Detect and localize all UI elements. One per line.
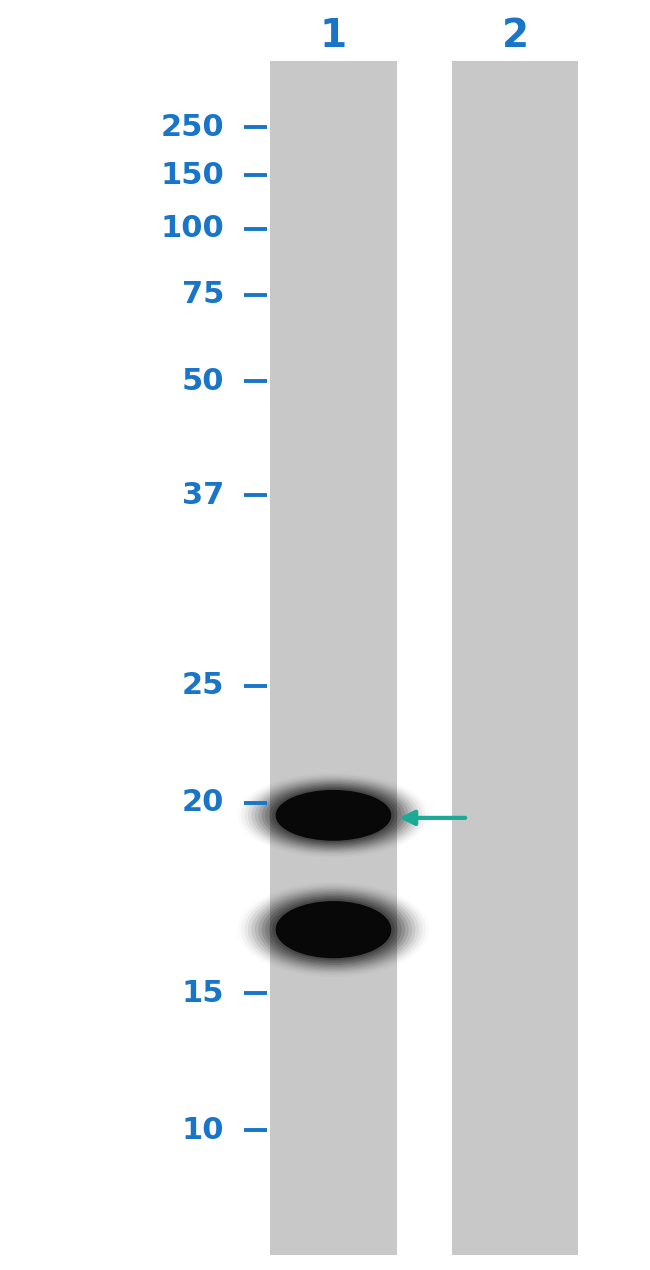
- Ellipse shape: [268, 787, 398, 843]
- Text: 100: 100: [161, 215, 224, 243]
- Ellipse shape: [252, 889, 415, 970]
- Ellipse shape: [258, 782, 409, 848]
- Text: 50: 50: [182, 367, 224, 395]
- Ellipse shape: [248, 888, 419, 972]
- Ellipse shape: [248, 777, 419, 853]
- Ellipse shape: [262, 784, 405, 847]
- Ellipse shape: [252, 780, 415, 851]
- Ellipse shape: [258, 893, 409, 966]
- Text: 75: 75: [182, 281, 224, 309]
- Ellipse shape: [265, 785, 402, 846]
- Ellipse shape: [262, 894, 405, 965]
- Bar: [452, 61, 578, 1255]
- Ellipse shape: [272, 899, 395, 960]
- Text: 10: 10: [182, 1116, 224, 1144]
- Ellipse shape: [276, 790, 391, 841]
- Text: 20: 20: [182, 789, 224, 817]
- Ellipse shape: [265, 895, 402, 964]
- Bar: [270, 61, 396, 1255]
- Ellipse shape: [272, 789, 395, 842]
- Text: 250: 250: [161, 113, 224, 141]
- Ellipse shape: [255, 781, 412, 850]
- Ellipse shape: [268, 898, 398, 961]
- Text: 1: 1: [320, 17, 346, 55]
- Text: 25: 25: [182, 672, 224, 700]
- Ellipse shape: [276, 902, 391, 958]
- Text: 150: 150: [161, 161, 224, 189]
- Text: 37: 37: [182, 481, 224, 509]
- Text: 2: 2: [502, 17, 528, 55]
- Text: 15: 15: [182, 979, 224, 1007]
- Ellipse shape: [255, 890, 412, 969]
